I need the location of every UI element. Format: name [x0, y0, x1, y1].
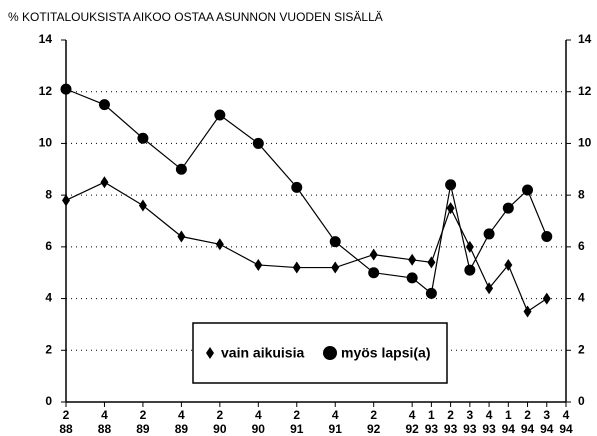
series-line [65, 88, 548, 295]
y2-tick-label: 12 [578, 84, 592, 98]
x-tick-label: 2 [524, 408, 531, 422]
x-tick-label: 4 [486, 408, 493, 422]
marker [465, 240, 474, 253]
marker [177, 230, 186, 243]
x-tick-label: 89 [175, 422, 189, 436]
marker [368, 267, 380, 279]
marker [175, 163, 187, 175]
y-tick-label: 10 [39, 136, 53, 150]
marker [485, 282, 494, 295]
y2-tick-label: 6 [578, 239, 585, 253]
x-tick-label: 2 [63, 408, 70, 422]
y-tick-label: 14 [39, 32, 53, 46]
marker [369, 248, 378, 261]
x-tick-label: 91 [290, 422, 304, 436]
marker [60, 83, 72, 95]
x-tick-label: 94 [540, 422, 554, 436]
x-tick-label: 4 [255, 408, 262, 422]
legend-marker [323, 346, 337, 360]
marker [523, 305, 532, 318]
x-tick-label: 1 [505, 408, 512, 422]
x-tick-label: 2 [447, 408, 454, 422]
y-tick-label: 2 [45, 342, 52, 356]
legend-label: vain aikuisia [221, 345, 304, 361]
x-tick-label: 94 [502, 422, 516, 436]
x-tick-label: 1 [428, 408, 435, 422]
marker [291, 181, 303, 193]
marker [100, 176, 109, 189]
marker [408, 253, 417, 266]
x-tick-label: 2 [293, 408, 300, 422]
x-tick-label: 2 [140, 408, 147, 422]
y2-tick-label: 10 [578, 136, 592, 150]
x-tick-label: 89 [136, 422, 150, 436]
legend-label: myös lapsi(a) [341, 345, 430, 361]
marker [137, 132, 149, 144]
marker [483, 228, 495, 240]
chart-title: % KOTITALOUKSISTA AIKOO OSTAA ASUNNON VU… [8, 10, 383, 24]
marker [214, 109, 226, 121]
y2-tick-label: 14 [578, 32, 592, 46]
marker [138, 199, 147, 212]
x-tick-label: 93 [463, 422, 477, 436]
y2-tick-label: 2 [578, 342, 585, 356]
marker [522, 184, 534, 196]
marker [502, 202, 514, 214]
marker [427, 256, 436, 269]
marker [98, 99, 110, 111]
marker [542, 292, 551, 305]
marker [446, 202, 455, 215]
marker [425, 287, 437, 299]
marker [504, 258, 513, 271]
y-tick-label: 0 [45, 394, 52, 408]
x-tick-label: 4 [409, 408, 416, 422]
x-tick-label: 92 [405, 422, 419, 436]
y-tick-label: 4 [45, 291, 52, 305]
x-tick-label: 3 [543, 408, 550, 422]
legend-marker [206, 347, 214, 359]
marker [329, 236, 341, 248]
x-tick-label: 88 [59, 422, 73, 436]
legend-box [192, 322, 448, 384]
marker [406, 272, 418, 284]
marker [62, 194, 70, 207]
x-tick-label: 3 [467, 408, 474, 422]
x-tick-label: 90 [252, 422, 266, 436]
x-tick-label: 93 [425, 422, 439, 436]
x-tick-label: 4 [563, 408, 570, 422]
marker [541, 231, 553, 243]
x-tick-label: 92 [367, 422, 381, 436]
x-tick-label: 91 [329, 422, 343, 436]
y-tick-label: 12 [39, 84, 53, 98]
marker [464, 264, 476, 276]
x-tick-label: 2 [370, 408, 377, 422]
x-tick-label: 4 [332, 408, 339, 422]
x-tick-label: 93 [482, 422, 496, 436]
marker [445, 179, 457, 191]
marker [331, 261, 340, 274]
x-tick-label: 2 [217, 408, 224, 422]
marker [254, 258, 263, 271]
y-tick-label: 8 [45, 187, 52, 201]
marker [215, 238, 224, 251]
marker [292, 261, 301, 274]
x-tick-label: 93 [444, 422, 458, 436]
x-tick-label: 90 [213, 422, 227, 436]
x-tick-label: 4 [178, 408, 185, 422]
y2-tick-label: 4 [578, 291, 585, 305]
x-tick-label: 94 [559, 422, 573, 436]
marker [252, 137, 264, 149]
legend-entry: vain aikuisia [206, 345, 304, 361]
legend-entry: myös lapsi(a) [323, 345, 430, 361]
x-tick-label: 94 [521, 422, 535, 436]
x-tick-label: 88 [98, 422, 112, 436]
y2-tick-label: 0 [578, 394, 585, 408]
y2-tick-label: 8 [578, 187, 585, 201]
y-tick-label: 6 [45, 239, 52, 253]
x-tick-label: 4 [101, 408, 108, 422]
